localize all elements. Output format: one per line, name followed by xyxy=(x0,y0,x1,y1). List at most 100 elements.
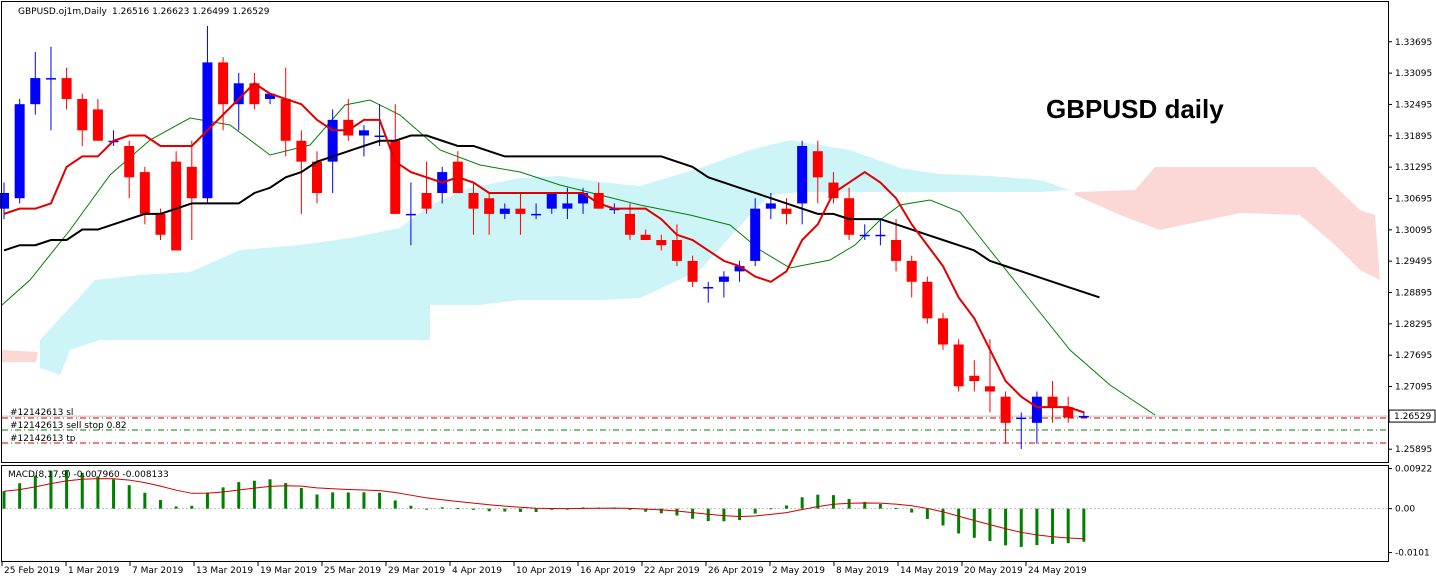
candle-body xyxy=(499,208,510,214)
candle-body xyxy=(484,198,495,214)
macd-bar xyxy=(346,492,350,509)
candle-body xyxy=(171,161,182,251)
macd-bar xyxy=(659,508,663,514)
candle-body xyxy=(1078,416,1089,418)
candle xyxy=(77,93,88,146)
candle xyxy=(358,125,369,157)
macd-bar xyxy=(425,508,429,510)
macd-bar xyxy=(1035,508,1039,546)
candle-body xyxy=(249,83,260,105)
macd-bar xyxy=(769,508,773,510)
candle-body xyxy=(859,234,870,237)
macd-bar xyxy=(1019,508,1023,547)
candle xyxy=(499,203,510,220)
macd-bar xyxy=(112,479,116,509)
candle xyxy=(327,109,338,193)
symbol-label: GBPUSD.oj1m,Daily xyxy=(18,7,107,17)
candle xyxy=(14,98,25,204)
candle xyxy=(546,192,557,214)
candle xyxy=(875,219,886,246)
candle-body xyxy=(797,145,808,204)
macd-bar xyxy=(816,494,820,509)
macd-bar xyxy=(378,492,382,509)
macd-bar xyxy=(691,508,695,519)
candle-body xyxy=(765,203,776,209)
candle-body xyxy=(343,119,354,136)
time-tick-label: 19 Mar 2019 xyxy=(260,566,317,576)
price-tick-label: 1.31895 xyxy=(1395,132,1432,142)
macd-bar xyxy=(738,508,742,521)
candle-body xyxy=(781,208,792,214)
ichimoku-cloud xyxy=(2,140,1380,375)
macd-signal-line xyxy=(3,478,1084,540)
macd-bar xyxy=(487,508,491,512)
macd-label: MACD(8,17,9) -0.007960 -0.008133 xyxy=(8,470,169,480)
macd-bar xyxy=(550,508,554,510)
candle xyxy=(421,161,432,214)
macd-bar xyxy=(237,482,241,509)
order-lines[interactable] xyxy=(2,415,1388,444)
candle xyxy=(30,51,41,115)
candle-body xyxy=(280,98,291,141)
candle-body xyxy=(656,240,667,246)
candle xyxy=(312,151,322,204)
candle-body xyxy=(640,234,651,240)
candle-body xyxy=(0,192,9,209)
candle xyxy=(92,98,103,141)
macd-bar xyxy=(565,508,569,510)
macd-bar xyxy=(65,469,69,509)
candle xyxy=(484,192,495,235)
time-tick-label: 1 Mar 2019 xyxy=(68,566,120,576)
candle xyxy=(891,219,902,272)
chart-annotation: GBPUSD daily xyxy=(1046,94,1224,124)
candle xyxy=(750,198,761,267)
macd-bar xyxy=(675,508,679,516)
candle xyxy=(186,140,197,240)
macd-bar xyxy=(268,479,272,509)
macd-bar xyxy=(96,476,100,509)
macd-bar xyxy=(190,505,194,509)
candle xyxy=(734,260,745,282)
order-tp-label: #12142613 tp xyxy=(10,434,76,444)
tenkan-line xyxy=(3,82,1085,414)
macd-tick-label: -0.0101 xyxy=(1395,549,1430,559)
macd-bar xyxy=(362,492,366,509)
macd-bar xyxy=(503,508,507,512)
candle-body xyxy=(1031,396,1042,423)
candle xyxy=(515,192,526,235)
candle-body xyxy=(546,192,557,209)
macd-bar xyxy=(49,470,53,509)
indicator-lines-front xyxy=(3,82,1100,414)
time-tick-label: 25 Mar 2019 xyxy=(324,566,381,576)
candle xyxy=(218,57,229,131)
candle-body xyxy=(750,208,761,261)
macd-bar xyxy=(284,483,288,509)
macd-bar xyxy=(785,505,788,509)
candle-body xyxy=(186,166,197,199)
price-tick-label: 1.27695 xyxy=(1395,351,1432,361)
macd-bar xyxy=(1004,508,1008,546)
candle-body xyxy=(139,172,150,214)
macd-bar xyxy=(456,508,460,510)
candle-body xyxy=(625,213,635,235)
macd-bar xyxy=(205,492,209,509)
macd-bar xyxy=(878,504,882,509)
candle xyxy=(45,46,56,131)
time-tick-label: 29 Mar 2019 xyxy=(388,566,445,576)
macd-bar xyxy=(706,508,710,522)
candle-body xyxy=(155,213,166,235)
candle-body xyxy=(14,104,25,199)
price-tick-label: 1.28295 xyxy=(1395,320,1432,330)
price-tick-label: 1.31295 xyxy=(1395,163,1432,173)
time-tick-label: 26 Apr 2019 xyxy=(708,566,764,576)
macd-bar xyxy=(800,497,804,509)
candle xyxy=(405,182,416,246)
candle-body xyxy=(671,240,682,261)
chart-frame xyxy=(1,1,1389,562)
order-sl-label: #12142613 sl xyxy=(10,408,73,418)
candle-body xyxy=(1000,396,1011,423)
candle xyxy=(938,313,948,350)
macd-bar xyxy=(910,508,914,513)
price-tick-label: 1.25895 xyxy=(1395,445,1432,455)
